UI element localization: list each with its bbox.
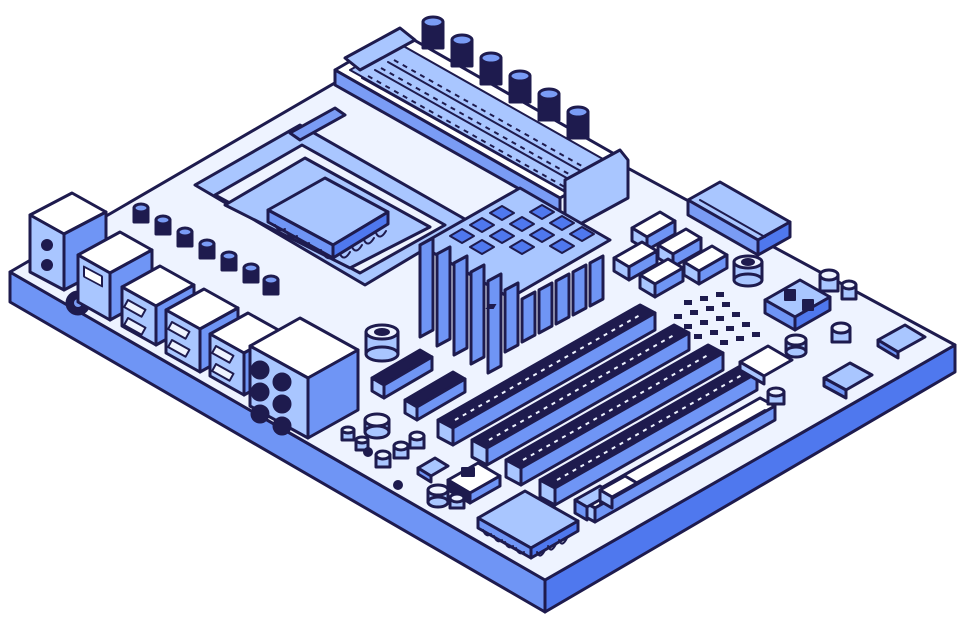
solder-dot [363, 447, 373, 457]
capacitor-icon [220, 250, 238, 272]
expansion-slot-icon [403, 370, 467, 422]
heatsink-top-grid [449, 204, 595, 255]
cpu-chip-right [331, 210, 390, 260]
capacitors-io [132, 202, 280, 296]
small-chip [738, 344, 794, 386]
sata-port [638, 257, 685, 299]
capacitor-icon [537, 87, 561, 122]
power-connector [686, 180, 792, 257]
expansion-slot-icon [436, 303, 657, 447]
capacitor-icon [448, 492, 466, 510]
small-chip [822, 361, 874, 400]
capacitor-icon [392, 440, 410, 460]
capacitor-icon [154, 214, 172, 236]
capacitor-icon [262, 274, 280, 296]
cpu-chip [266, 176, 390, 260]
capacitor-icon [354, 435, 370, 452]
inductor-coil [364, 323, 400, 363]
capacitor-icon [426, 483, 450, 509]
capacitor-icon [242, 262, 260, 284]
heatsink [418, 186, 612, 375]
capacitor-icon [830, 321, 852, 344]
expansion-slot-icon [370, 348, 434, 400]
sata-ports [612, 210, 729, 299]
capacitor-icon [840, 279, 858, 301]
cpu-socket-lever [288, 106, 347, 142]
capacitor-icon [408, 430, 426, 450]
pcie-slots [436, 303, 777, 524]
round-chip [732, 254, 764, 288]
audio-jacks [250, 360, 292, 436]
capacitor-icon [766, 386, 786, 406]
heatsink-fins [418, 236, 605, 375]
capacitor-icon [363, 412, 391, 440]
expansion-slot-icon [470, 323, 691, 467]
ram-slot-contacts [367, 59, 597, 191]
io-port-icon [28, 191, 108, 292]
capacitor-icon [818, 268, 840, 293]
capacitor-icon [176, 226, 194, 248]
rear-io [28, 191, 360, 440]
pcie-x1-slots [370, 348, 467, 422]
ram-slots [333, 26, 630, 230]
capacitors-top [421, 15, 590, 140]
capacitor-icon [421, 15, 445, 50]
solder-dot-grid [485, 292, 760, 345]
solder-dot [393, 480, 403, 490]
cpu-chip-pins [274, 224, 387, 260]
sata-port [612, 240, 659, 282]
ram-slot-bars [349, 42, 611, 199]
right-components [738, 268, 927, 406]
capacitor-icon [784, 333, 808, 359]
capacitor-icon [508, 69, 532, 104]
capacitor-icon [198, 238, 216, 260]
capacitor-icon [132, 202, 150, 224]
capacitor-icon [340, 425, 356, 442]
ram-clip-top [343, 26, 417, 72]
capacitor-icon [450, 33, 474, 68]
capacitor-icon [479, 51, 503, 86]
jumper-block [763, 278, 832, 332]
expansion-slot-icon [504, 343, 725, 487]
slot-latch [598, 474, 639, 510]
capacitor-icon [566, 105, 590, 140]
sata-port [682, 244, 729, 286]
bios-chip [476, 489, 580, 560]
small-chip [876, 323, 927, 360]
small-chip [416, 456, 450, 484]
bottom-components [340, 412, 639, 560]
audio-ports [248, 316, 360, 440]
capacitor-icon [374, 449, 392, 469]
